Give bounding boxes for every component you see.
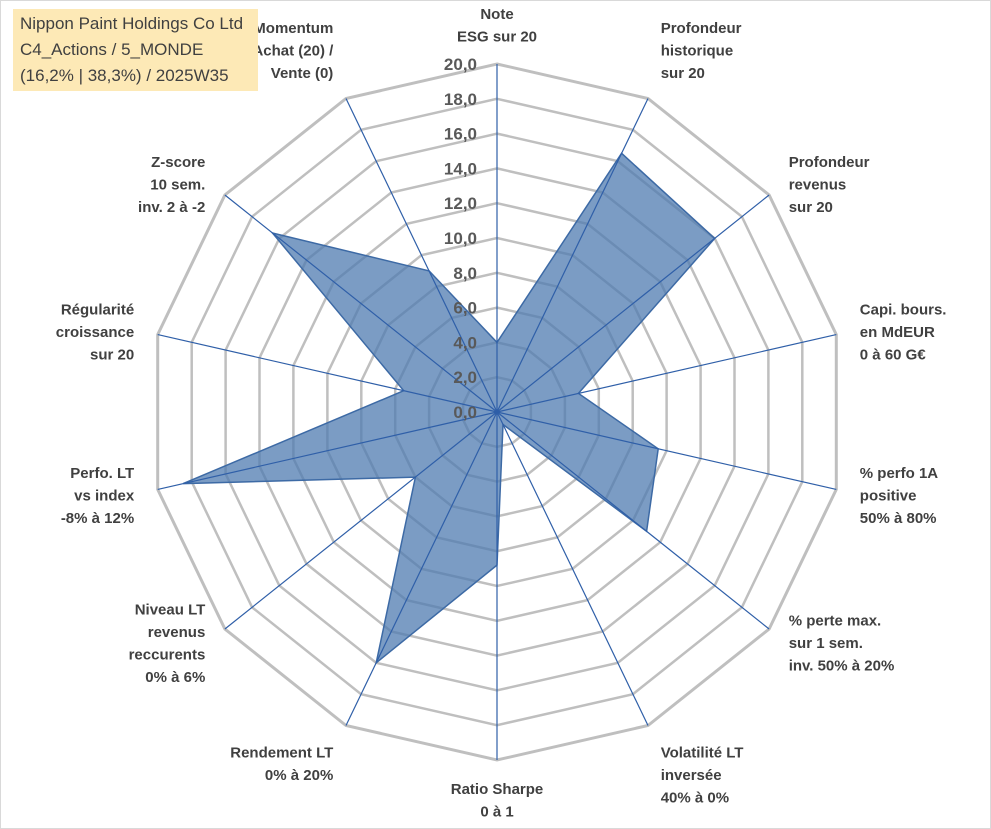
axis-label: % perte max. sur 1 sem. inv. 50% à 20% xyxy=(789,613,895,675)
axis-label-line: 10 sem. xyxy=(150,176,205,193)
axis-spoke xyxy=(157,411,498,490)
axis-label: Niveau LT revenus reccurents 0% à 6% xyxy=(129,601,206,686)
axis-label-line: Profondeur xyxy=(661,20,742,37)
axis-label-line: Profondeur xyxy=(789,154,870,171)
tick-label-layer: 0,0 2,0 4,0 6,0 8,0 10,0 12,0 14,0 16,0 18,0 20,0 xyxy=(444,55,477,422)
axis-label-line: Ratio Sharpe xyxy=(451,781,544,798)
axis-label-line: inv. 50% à 20% xyxy=(789,658,895,675)
axis-label-line: revenus xyxy=(789,176,847,193)
axis-spoke xyxy=(496,411,770,630)
tick-label: 2,0 xyxy=(453,368,477,387)
axis-label-line: Perfo. LT xyxy=(70,465,134,482)
tick-label: 8,0 xyxy=(453,264,477,283)
axis-label: Momentum Achat (20) / Vente (0) xyxy=(252,20,334,82)
tick-label: 16,0 xyxy=(444,125,477,144)
axis-label-line: % perte max. xyxy=(789,613,882,630)
axis-label-line: reccurents xyxy=(129,646,206,663)
axis-label: Profondeur revenus sur 20 xyxy=(789,154,870,216)
company-name: Nippon Paint Holdings Co Ltd xyxy=(20,14,244,33)
axis-label-line: Achat (20) / xyxy=(252,42,334,59)
axis-label-line: historique xyxy=(661,42,734,59)
axis-label-line: sur 20 xyxy=(789,199,833,216)
chart-title-box: Nippon Paint Holdings Co Ltd C4_Actions … xyxy=(13,9,258,91)
performance-period: (16,2% | 38,3%) / 2025W35 xyxy=(20,66,229,85)
axis-label: Ratio Sharpe 0 à 1 xyxy=(451,781,544,821)
axis-label-line: Niveau LT xyxy=(135,601,206,618)
axis-label-line: en MdEUR xyxy=(860,324,935,341)
tick-label: 4,0 xyxy=(453,333,477,352)
axis-spoke xyxy=(345,411,498,726)
axis-label-line: Momentum xyxy=(253,20,333,37)
axis-label-line: 0 à 1 xyxy=(480,804,513,821)
axis-label: Note ESG sur 20 xyxy=(457,6,537,46)
axis-label-line: sur 20 xyxy=(90,346,134,363)
axis-label-line: 0 à 60 G€ xyxy=(860,346,927,363)
axis-label-line: 0% à 6% xyxy=(145,669,205,686)
axis-label-line: -8% à 12% xyxy=(61,510,134,527)
axis-label: Capi. bours. en MdEUR 0 à 60 G€ xyxy=(860,301,947,363)
axis-label-line: sur 1 sem. xyxy=(789,635,863,652)
tick-label: 10,0 xyxy=(444,229,477,248)
tick-label: 14,0 xyxy=(444,159,477,178)
spoke-layer xyxy=(157,64,837,760)
portfolio-path: C4_Actions / 5_MONDE xyxy=(20,40,204,59)
tick-label: 12,0 xyxy=(444,194,477,213)
axis-label-line: Régularité xyxy=(61,301,134,318)
axis-label: Rendement LT 0% à 20% xyxy=(230,745,333,785)
axis-label-line: 0% à 20% xyxy=(265,767,333,784)
tick-label: 18,0 xyxy=(444,90,477,109)
tick-label: 0,0 xyxy=(453,403,477,422)
axis-label-line: % perfo 1A xyxy=(860,465,939,482)
axis-spoke xyxy=(224,411,498,630)
axis-label-line: 50% à 80% xyxy=(860,510,937,527)
tick-label: 6,0 xyxy=(453,299,477,318)
axis-spoke xyxy=(345,98,498,413)
axis-spoke xyxy=(496,411,649,726)
axis-label-line: Z-score xyxy=(151,154,205,171)
axis-spoke xyxy=(157,334,498,413)
axis-spoke xyxy=(496,98,649,413)
axis-spoke xyxy=(496,334,837,413)
axis-spoke xyxy=(496,194,770,413)
axis-label-line: croissance xyxy=(56,324,134,341)
axis-spoke xyxy=(224,194,498,413)
axis-label: Profondeur historique sur 20 xyxy=(661,20,742,82)
axis-label-line: Rendement LT xyxy=(230,745,333,762)
axis-label: % perfo 1A positive 50% à 80% xyxy=(860,465,939,527)
axis-label: Volatilité LT inversée 40% à 0% xyxy=(661,745,744,807)
axis-label-line: 40% à 0% xyxy=(661,790,729,807)
axis-label-line: Note xyxy=(480,6,513,23)
axis-label-line: revenus xyxy=(148,624,206,641)
axis-label-line: Vente (0) xyxy=(271,65,334,82)
tick-label: 20,0 xyxy=(444,55,477,74)
axis-label-line: Capi. bours. xyxy=(860,301,947,318)
axis-label-line: Volatilité LT xyxy=(661,745,744,762)
axis-label: Régularité croissance sur 20 xyxy=(56,301,134,363)
axis-label-layer: Note ESG sur 20 Profondeur historique sur 20… xyxy=(56,6,947,821)
axis-label: Perfo. LT vs index -8% à 12% xyxy=(61,465,135,527)
axis-label-line: sur 20 xyxy=(661,65,705,82)
axis-label: Z-score 10 sem. inv. 2 à -2 xyxy=(138,154,205,216)
axis-label-line: inv. 2 à -2 xyxy=(138,199,205,216)
axis-label-line: ESG sur 20 xyxy=(457,29,537,46)
axis-label-line: positive xyxy=(860,488,917,505)
axis-label-line: inversée xyxy=(661,767,722,784)
axis-label-line: vs index xyxy=(74,488,135,505)
axis-spoke xyxy=(496,411,837,490)
